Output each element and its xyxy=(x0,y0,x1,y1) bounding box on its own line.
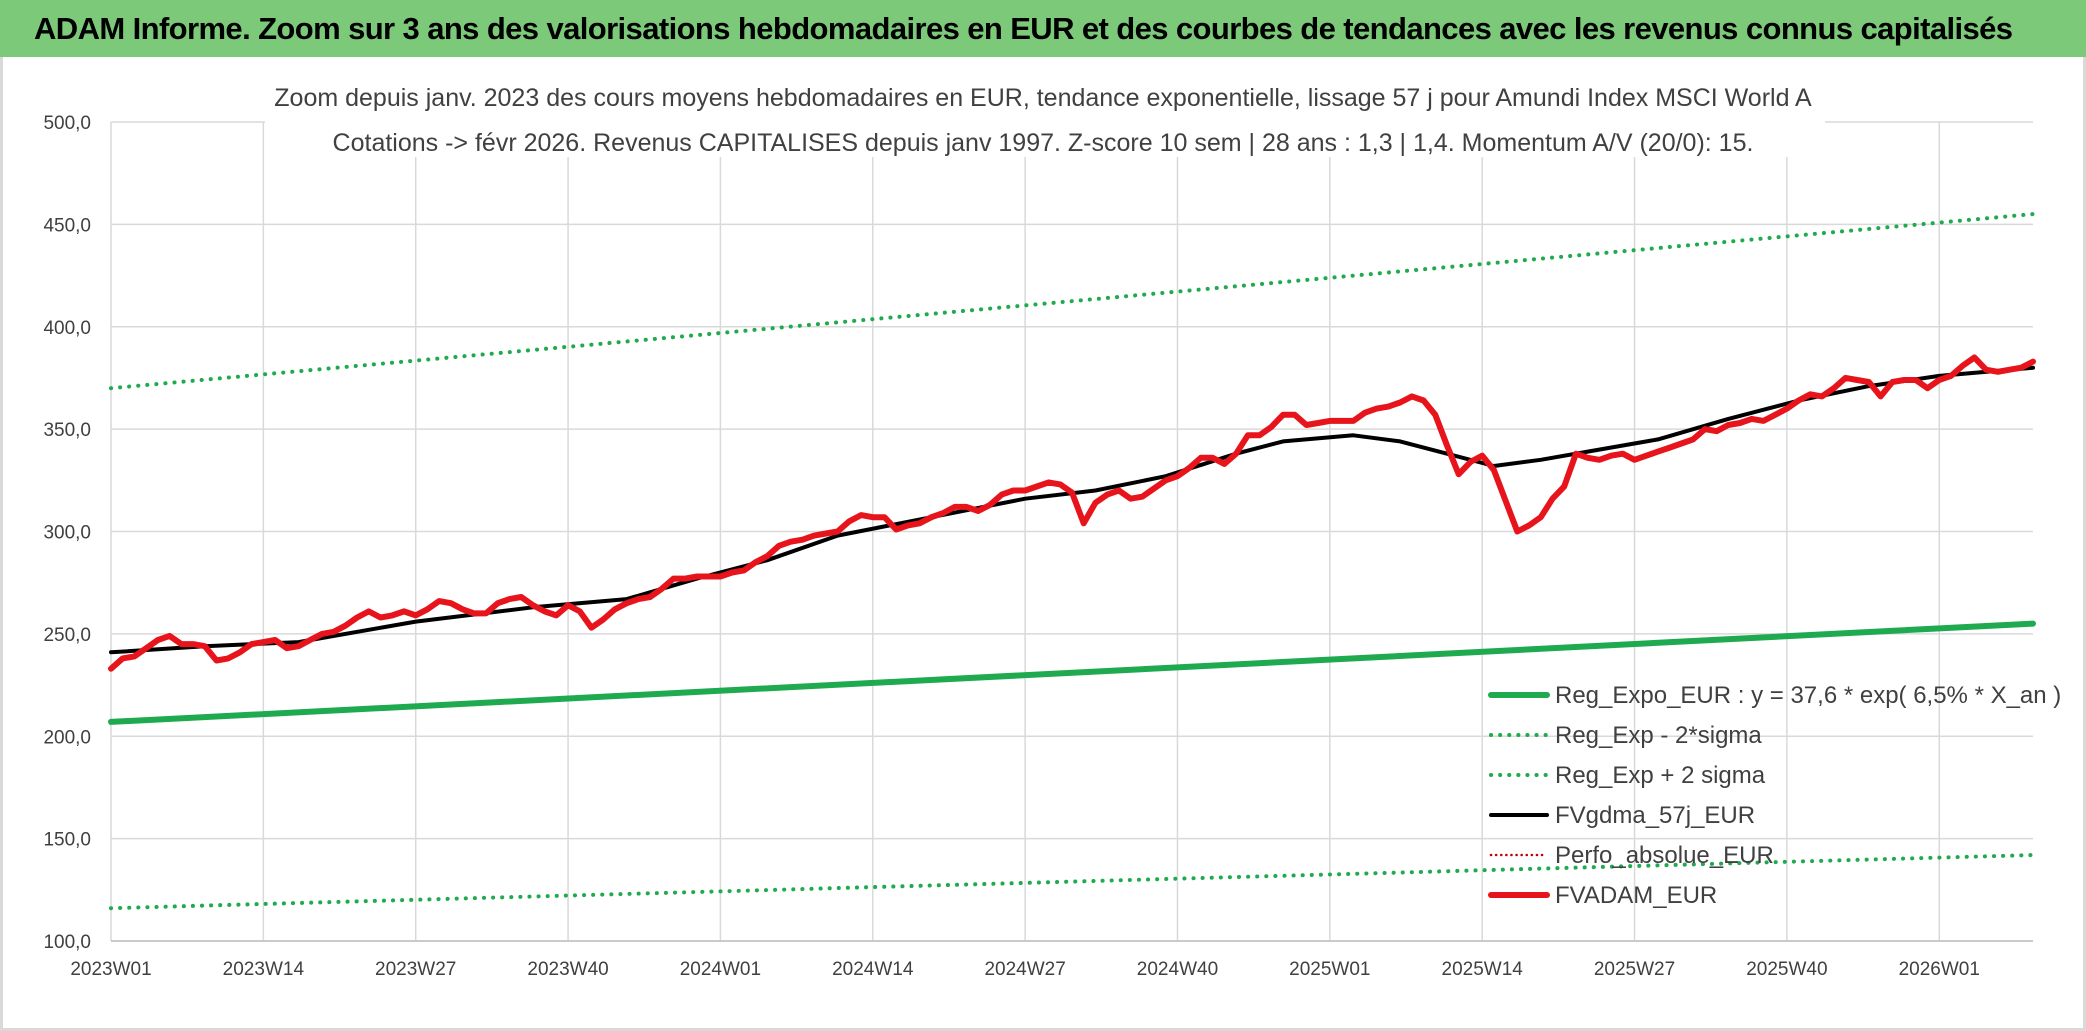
chart-frame: 100,0 150,0 200,0 250,0 300,0 350,0 400,0 450,0… xyxy=(0,57,2086,1031)
series-line-5 xyxy=(108,354,2036,672)
report-title: ADAM Informe. Zoom sur 3 ans des valoris… xyxy=(34,11,2013,46)
y-tick-label: 250,0 xyxy=(43,625,91,646)
legend-label-2: Reg_Exp + 2 sigma xyxy=(1555,762,1766,789)
x-tick-label: 2025W01 xyxy=(1289,959,1370,980)
x-tick-label: 2026W01 xyxy=(1899,959,1980,980)
y-tick-label: 450,0 xyxy=(43,215,91,236)
y-tick-label: 100,0 xyxy=(43,932,91,953)
chart-title-line-1: Zoom depuis janv. 2023 des cours moyens … xyxy=(274,84,1812,112)
x-tick-label: 2023W14 xyxy=(223,959,305,980)
line-chart: 100,0 150,0 200,0 250,0 300,0 350,0 400,0 450,0… xyxy=(43,77,2061,980)
x-tick-label: 2025W14 xyxy=(1442,959,1524,980)
y-tick-label: 300,0 xyxy=(43,523,91,544)
axis-labels: 100,0 150,0 200,0 250,0 300,0 350,0 400,0 450,0… xyxy=(43,113,1979,980)
legend-label-1: Reg_Exp - 2*sigma xyxy=(1555,722,1762,749)
x-tick-label: 2024W27 xyxy=(984,959,1065,980)
y-tick-label: 500,0 xyxy=(43,113,91,134)
x-tick-label: 2023W01 xyxy=(70,959,151,980)
legend-label-4: Perfo_absolue_EUR xyxy=(1555,842,1774,869)
legend: Reg_Expo_EUR : y = 37,6 * exp( 6,5% * X_… xyxy=(1488,682,2061,909)
series-lines xyxy=(108,212,2036,911)
x-tick-label: 2025W27 xyxy=(1594,959,1675,980)
x-tick-label: 2025W40 xyxy=(1746,959,1827,980)
series-line-0 xyxy=(108,620,2036,725)
chart-title-line-2: Cotations -> févr 2026. Revenus CAPITALI… xyxy=(333,129,1754,157)
gridlines xyxy=(110,121,2033,942)
report-header: ADAM Informe. Zoom sur 3 ans des valoris… xyxy=(0,0,2086,57)
y-tick-label: 350,0 xyxy=(43,420,91,441)
x-tick-label: 2023W40 xyxy=(527,959,608,980)
x-tick-label: 2024W40 xyxy=(1137,959,1218,980)
y-tick-label: 400,0 xyxy=(43,318,91,339)
series-line-3 xyxy=(109,365,2035,655)
y-tick-label: 150,0 xyxy=(43,830,91,851)
legend-label-0: Reg_Expo_EUR : y = 37,6 * exp( 6,5% * X_… xyxy=(1555,682,2061,709)
chart-title-background xyxy=(265,77,1825,157)
legend-label-5: FVADAM_EUR xyxy=(1555,882,1717,909)
x-tick-label: 2024W01 xyxy=(680,959,761,980)
legend-label-3: FVgdma_57j_EUR xyxy=(1555,802,1755,829)
series-line-1 xyxy=(109,853,2035,911)
x-tick-label: 2023W27 xyxy=(375,959,456,980)
y-tick-label: 200,0 xyxy=(43,727,91,748)
series-line-2 xyxy=(109,212,2035,391)
x-tick-label: 2024W14 xyxy=(832,959,914,980)
